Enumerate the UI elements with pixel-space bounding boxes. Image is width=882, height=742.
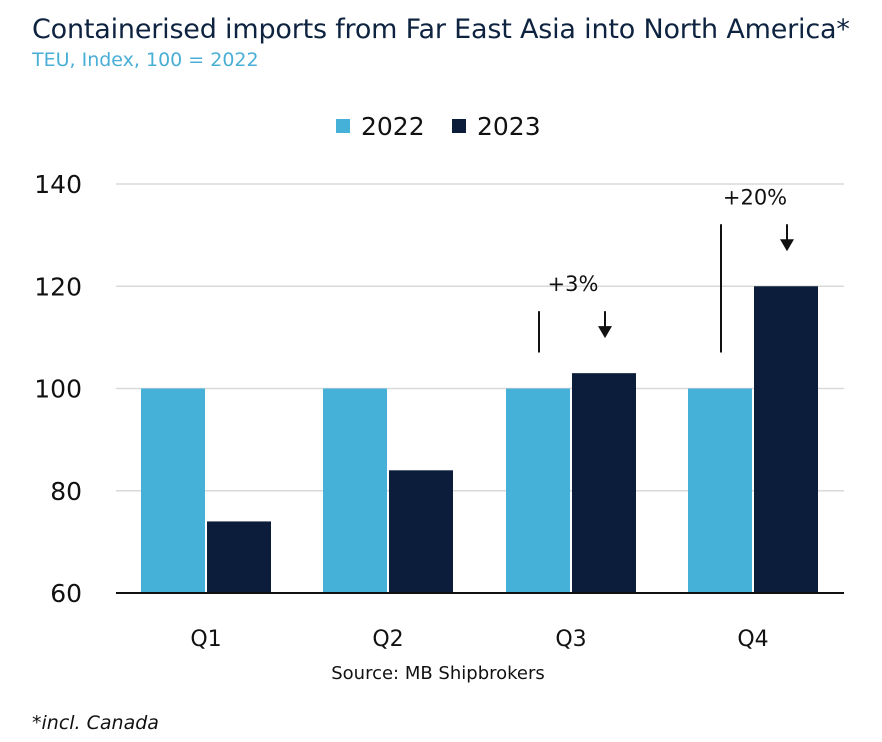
legend-swatch-2023 bbox=[452, 119, 466, 133]
bar-q3-2023 bbox=[572, 373, 636, 593]
chart-subtitle: TEU, Index, 100 = 2022 bbox=[32, 49, 259, 71]
y-tick-label-120: 120 bbox=[34, 272, 82, 301]
legend-label-2022: 2022 bbox=[361, 112, 425, 141]
annotation-label-q4: +20% bbox=[723, 185, 787, 209]
y-tick-label-100: 100 bbox=[34, 375, 82, 404]
y-tick-label-140: 140 bbox=[34, 170, 82, 199]
bar-q1-2023 bbox=[207, 521, 271, 593]
x-tick-label-q2: Q2 bbox=[372, 627, 403, 652]
annotation-arrow-head-q3 bbox=[598, 326, 612, 339]
bar-q2-2023 bbox=[389, 470, 453, 593]
x-tick-label-q3: Q3 bbox=[555, 627, 586, 652]
y-tick-label-80: 80 bbox=[50, 477, 82, 506]
chart-title: Containerised imports from Far East Asia… bbox=[32, 14, 850, 45]
source-note: Source: MB Shipbrokers bbox=[331, 663, 545, 684]
x-tick-label-q1: Q1 bbox=[190, 627, 221, 652]
bar-q1-2022 bbox=[141, 388, 205, 593]
bar-q4-2023 bbox=[754, 286, 818, 593]
footnote: *incl. Canada bbox=[32, 712, 159, 734]
x-tick-label-q4: Q4 bbox=[737, 627, 768, 652]
legend-label-2023: 2023 bbox=[477, 112, 541, 141]
bar-q4-2022 bbox=[688, 388, 752, 593]
y-tick-label-60: 60 bbox=[50, 579, 82, 608]
bar-q3-2022 bbox=[506, 388, 570, 593]
annotation-arrow-head-q4 bbox=[780, 239, 794, 252]
legend-swatch-2022 bbox=[336, 119, 350, 133]
annotation-label-q3: +3% bbox=[548, 272, 599, 296]
bar-q2-2022 bbox=[323, 388, 387, 593]
